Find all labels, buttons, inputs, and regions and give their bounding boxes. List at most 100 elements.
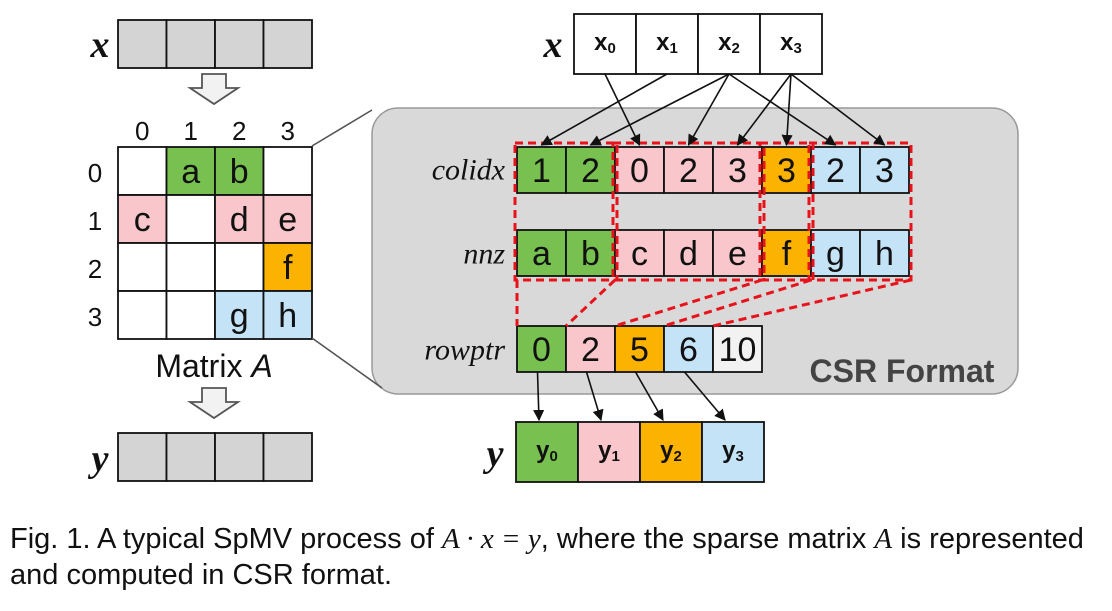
col-index-label: 0 bbox=[135, 116, 149, 146]
right-x-label: x bbox=[543, 24, 563, 66]
colidx-cell bbox=[614, 146, 665, 194]
matrix-cell bbox=[165, 146, 216, 196]
matrix-value: e bbox=[278, 201, 297, 239]
left-x-cell bbox=[117, 19, 168, 69]
right-x-cell bbox=[759, 13, 823, 75]
nnz-label: nnz bbox=[463, 238, 505, 271]
x-to-colidx-arrow bbox=[604, 73, 641, 147]
rowptr-to-y-arrow bbox=[634, 371, 664, 421]
x-to-colidx-arrow bbox=[736, 73, 792, 146]
left-y-cell bbox=[117, 432, 168, 482]
caption-equation: A · x = y bbox=[441, 523, 541, 555]
row-index-label: 1 bbox=[88, 206, 102, 236]
matrix-value: a bbox=[181, 153, 200, 191]
colidx-label: colidx bbox=[432, 154, 506, 187]
left-x-label: x bbox=[90, 24, 110, 66]
matrix-cell bbox=[117, 146, 168, 196]
caption-text-3: is represented and computed in CSR forma… bbox=[10, 523, 1084, 591]
nnz-cell bbox=[761, 229, 812, 277]
matrix-cell bbox=[117, 290, 168, 340]
nnz-value: b bbox=[581, 235, 600, 273]
nnz-value: f bbox=[782, 235, 792, 273]
col-index-label: 3 bbox=[281, 116, 295, 146]
rowptr-cell bbox=[712, 325, 763, 373]
rowptr-cell bbox=[565, 325, 616, 373]
matrix-cell bbox=[262, 146, 313, 196]
nnz-value: g bbox=[826, 235, 845, 273]
matrix-value: b bbox=[230, 153, 249, 191]
rowptr-value: 10 bbox=[719, 331, 757, 369]
figure-caption: Fig. 1. A typical SpMV process of A · x … bbox=[10, 521, 1105, 593]
nnz-cell bbox=[565, 229, 616, 277]
row-index-label: 0 bbox=[88, 158, 102, 188]
colidx-cell bbox=[859, 146, 910, 194]
row-group-box bbox=[807, 141, 913, 282]
rowptr-label: rowptr bbox=[424, 334, 505, 367]
nnz-cell bbox=[712, 229, 763, 277]
right-x-value: x3 bbox=[780, 29, 802, 57]
matrix-cell bbox=[214, 146, 265, 196]
rowptr-link bbox=[564, 278, 617, 328]
left-x-cell bbox=[214, 19, 265, 69]
nnz-value: c bbox=[631, 235, 648, 273]
rowptr-cell bbox=[614, 325, 665, 373]
right-y-cell bbox=[701, 421, 765, 483]
left-y-label: y bbox=[88, 438, 109, 480]
nnz-cell bbox=[516, 229, 567, 277]
right-y-cell bbox=[577, 421, 641, 483]
matrix-value: f bbox=[283, 249, 293, 287]
left-x-cell bbox=[165, 19, 216, 69]
rowptr-value: 5 bbox=[630, 331, 649, 369]
rowptr-to-y-arrow bbox=[683, 371, 726, 421]
right-x-value: x1 bbox=[656, 29, 678, 57]
rowptr-value: 2 bbox=[581, 331, 600, 369]
right-y-value: y1 bbox=[598, 437, 620, 465]
zoom-line-top bbox=[311, 109, 373, 147]
col-index-label: 2 bbox=[232, 116, 246, 146]
right-x-value: x2 bbox=[718, 29, 740, 57]
right-y-value: y2 bbox=[660, 437, 682, 465]
matrix-cell bbox=[165, 242, 216, 292]
colidx-cell bbox=[810, 146, 861, 194]
right-x-cell bbox=[573, 13, 637, 75]
left-y-cell bbox=[165, 432, 216, 482]
colidx-value: 3 bbox=[777, 152, 796, 190]
matrix-value: g bbox=[230, 297, 249, 335]
matrix-cell bbox=[214, 242, 265, 292]
colidx-cell bbox=[663, 146, 714, 194]
rowptr-to-y-arrow bbox=[585, 371, 604, 422]
matrix-cell bbox=[165, 194, 216, 244]
nnz-cell bbox=[614, 229, 665, 277]
caption-matrix-var: A bbox=[874, 523, 893, 555]
colidx-cell bbox=[516, 146, 567, 194]
right-x-cell bbox=[635, 13, 699, 75]
row-index-label: 2 bbox=[88, 254, 102, 284]
colidx-value: 1 bbox=[532, 152, 551, 190]
colidx-value: 0 bbox=[630, 152, 649, 190]
caption-text-2: , where the sparse matrix bbox=[540, 523, 875, 555]
left-y-cell bbox=[262, 432, 313, 482]
matrix-cell bbox=[165, 290, 216, 340]
matrix-value: c bbox=[134, 201, 151, 239]
rowptr-cell bbox=[516, 325, 567, 373]
col-index-label: 1 bbox=[184, 116, 198, 146]
zoom-line-bottom bbox=[311, 337, 383, 389]
matrix-value: h bbox=[278, 297, 297, 335]
right-y-value: y3 bbox=[722, 437, 744, 465]
down-arrow-bottom bbox=[187, 387, 241, 420]
x-to-colidx-arrow bbox=[589, 73, 730, 146]
nnz-value: a bbox=[532, 235, 551, 273]
x-to-colidx-arrow bbox=[687, 73, 730, 146]
right-y-value: y0 bbox=[536, 437, 558, 465]
nnz-value: h bbox=[875, 235, 894, 273]
row-group-box bbox=[513, 141, 619, 282]
x-to-colidx-arrow bbox=[790, 73, 886, 146]
nnz-cell bbox=[859, 229, 910, 277]
colidx-cell bbox=[761, 146, 812, 194]
colidx-value: 3 bbox=[875, 152, 894, 190]
colidx-value: 2 bbox=[826, 152, 845, 190]
colidx-value: 2 bbox=[679, 152, 698, 190]
rowptr-value: 6 bbox=[679, 331, 698, 369]
left-x-cell bbox=[262, 19, 313, 69]
